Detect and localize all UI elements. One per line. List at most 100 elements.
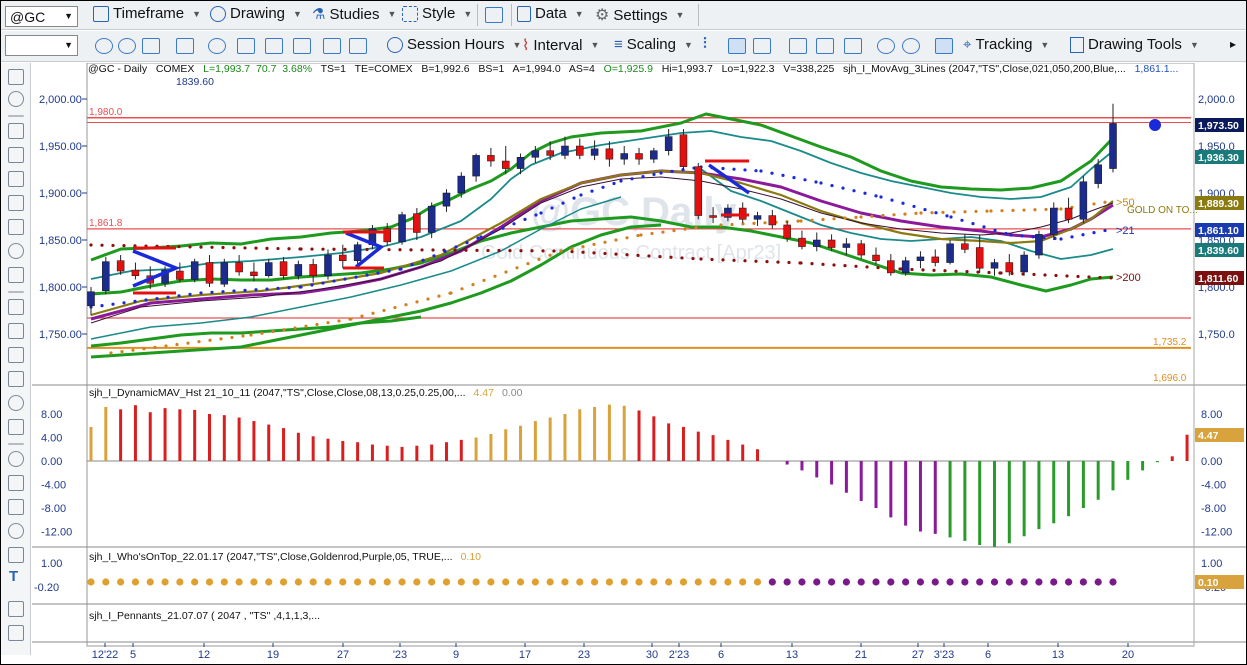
ma50-early-dot [109, 351, 113, 355]
measure-icon[interactable] [293, 38, 311, 54]
wot-dot [531, 578, 539, 586]
zoom-box-icon[interactable] [176, 38, 194, 54]
fib-fan-icon[interactable] [8, 371, 24, 387]
ma200-dot [570, 250, 574, 254]
hlc-icon[interactable] [816, 38, 834, 54]
ma21-dot [993, 228, 997, 232]
style-menu[interactable]: Style ▼ [402, 5, 472, 22]
candle-body [501, 160, 510, 169]
zoom-out-icon[interactable] [902, 38, 920, 54]
arc-icon[interactable] [8, 451, 24, 467]
ma200-dot [188, 245, 192, 249]
bar-chart-icon[interactable]: ⫶ [703, 35, 707, 52]
ellipse-icon[interactable] [8, 523, 24, 539]
refresh-all-icon[interactable] [118, 38, 136, 54]
grid-icon[interactable] [142, 38, 160, 54]
ma200-dot [1043, 273, 1047, 277]
scaling-menu[interactable]: ≡ Scaling ▼ [614, 36, 693, 53]
symbol-input[interactable]: @GC ▼ [5, 6, 78, 27]
ma21-dot [166, 295, 170, 299]
session-hours-menu[interactable]: Session Hours ▼ [387, 36, 521, 53]
candle-body [205, 262, 214, 284]
fib-circle-icon[interactable] [8, 395, 24, 411]
header-last: L=1,993.7 [203, 63, 251, 75]
candle-body [220, 262, 229, 285]
ma50-early-dot [337, 319, 341, 323]
arrange-icon[interactable] [349, 38, 367, 54]
wot-dot [354, 578, 362, 586]
candle-chart-icon[interactable] [728, 38, 746, 54]
horizontal-line-icon[interactable] [8, 147, 24, 163]
ma21-dot [287, 286, 291, 290]
gann-icon[interactable] [8, 243, 24, 259]
fib-retracement-icon[interactable] [8, 299, 24, 315]
pointer-icon[interactable] [8, 69, 24, 85]
refresh-icon[interactable] [95, 38, 113, 54]
hist-tick-label: -8.00 [41, 503, 66, 515]
layout-icon[interactable] [844, 38, 862, 54]
ma200-dot [921, 268, 925, 272]
zoom-in-icon[interactable] [877, 38, 895, 54]
studies-label: Studies [329, 5, 380, 23]
data-menu[interactable]: Data ▼ [517, 5, 584, 22]
tracking-menu[interactable]: ⌖ Tracking ▼ [963, 36, 1049, 53]
pitchfork-icon[interactable] [8, 267, 24, 283]
chevron-down-icon[interactable]: ▼ [64, 40, 73, 50]
arrow-up-icon[interactable] [8, 499, 24, 515]
ma200-dot [1032, 272, 1036, 277]
arrow-down-icon[interactable] [8, 475, 24, 491]
fib-time-icon[interactable] [8, 347, 24, 363]
hist-value-tag-label: 4.47 [1198, 430, 1219, 442]
move-icon[interactable] [323, 38, 341, 54]
trendline-icon[interactable] [8, 123, 24, 139]
crosshair-icon[interactable] [8, 91, 24, 107]
header-sub-value: 1839.60 [176, 76, 214, 88]
symbol-input-value: @GC [10, 9, 46, 25]
chevron-down-icon[interactable]: ▼ [64, 11, 73, 21]
line-icon[interactable] [265, 38, 283, 54]
ma50-early-dot [471, 283, 475, 287]
eraser-icon[interactable] [8, 625, 24, 641]
ma21-dot [874, 194, 878, 198]
rectangle-icon[interactable] [8, 547, 24, 563]
candle-body [472, 155, 480, 177]
drawing-tools-menu[interactable]: Drawing Tools ▼ [1070, 36, 1199, 53]
drawing-menu[interactable]: Drawing ▼ [210, 5, 302, 22]
wot-dot [1064, 578, 1073, 586]
fib-speed-icon[interactable] [8, 419, 24, 435]
ma50-early-dot [326, 321, 330, 325]
settings-menu[interactable]: ⚙ Settings ▼ [595, 5, 684, 25]
chevron-right-icon[interactable]: ▸ [1230, 37, 1237, 51]
hist-tick-label: 4.00 [41, 433, 62, 445]
vertical-line-icon[interactable] [8, 171, 24, 187]
ma50-early-dot [131, 348, 135, 352]
text-icon[interactable]: T [9, 568, 19, 585]
ma50-early-dot [570, 247, 574, 251]
ma21-dot [949, 215, 953, 219]
ma21-dot [781, 173, 785, 177]
hollow-candle-icon[interactable] [753, 38, 771, 54]
parallel-icon[interactable] [8, 219, 24, 235]
candle-body [353, 244, 362, 261]
ma200-dot [453, 248, 457, 252]
wave-icon[interactable] [237, 38, 255, 54]
data-window-icon[interactable] [935, 38, 953, 54]
fib-extension-icon[interactable] [8, 323, 24, 339]
ma200-dot [743, 259, 747, 263]
ohlc-icon[interactable] [789, 38, 807, 54]
ruler-icon[interactable] [8, 601, 24, 617]
studies-menu[interactable]: ⚗ Studies ▼ [312, 5, 396, 24]
ma50-early-dot [382, 308, 386, 313]
hist-tick-label-right: -12.00 [1201, 527, 1232, 539]
channel-icon[interactable] [8, 195, 24, 211]
interval-menu[interactable]: ⌇ Interval ▼ [522, 36, 599, 55]
speed-icon[interactable] [208, 38, 226, 54]
ma50-early-dot [260, 331, 264, 335]
ma50-early-dot [349, 317, 353, 321]
interval-input[interactable]: ▼ [5, 35, 78, 56]
ma200-dot [943, 269, 947, 273]
candle-body [620, 153, 628, 160]
timeframe-menu[interactable]: Timeframe ▼ [93, 5, 201, 22]
layout-icon[interactable] [485, 7, 503, 23]
